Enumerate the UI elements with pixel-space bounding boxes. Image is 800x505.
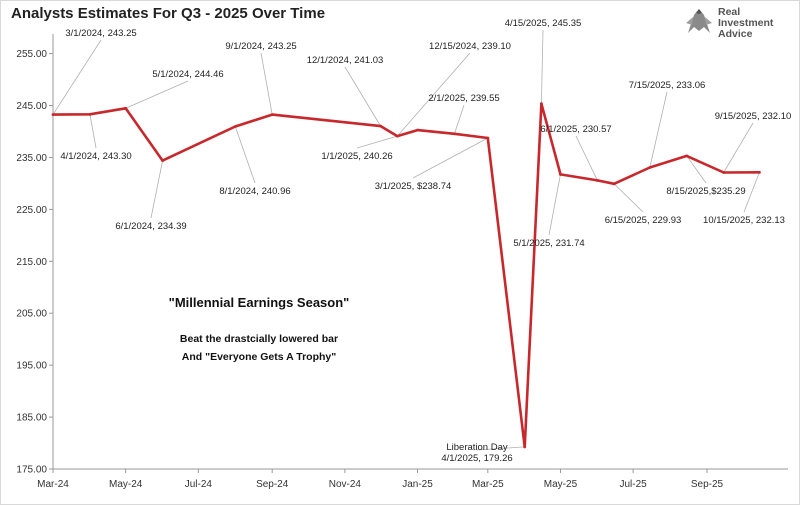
data-label: 6/15/2025, 229.93 (605, 215, 682, 226)
y-tick-label: 235.00 (16, 153, 47, 164)
brand-name: Real Investment Advice (718, 7, 773, 40)
data-labels: 3/1/2024, 243.25 4/1/2024, 243.30 5/1/2024… (60, 18, 791, 464)
annotation-headline: "Millennial Earnings Season" (169, 295, 350, 310)
label-connector (541, 29, 544, 104)
label-connector (454, 104, 465, 134)
data-point (685, 154, 689, 158)
y-tick-label: 205.00 (16, 309, 47, 320)
y-tick-label: 175.00 (16, 465, 47, 476)
data-point (540, 102, 543, 106)
y-axis: 175.00 185.00 195.00 205.00 215.00 225.00 235.… (16, 34, 54, 476)
data-label: 1/1/2025, 240.26 (321, 151, 392, 162)
data-label: 5/1/2024, 244.46 (152, 69, 223, 80)
data-label: 12/1/2024, 241.03 (307, 55, 384, 66)
data-point (523, 445, 527, 449)
data-point (379, 124, 382, 128)
x-tick-label: May-25 (544, 479, 578, 490)
label-connector (234, 126, 256, 184)
brand-name-line: Investment (718, 17, 774, 29)
label-connector (476, 446, 525, 451)
label-connector (89, 114, 97, 149)
series-line (51, 102, 761, 449)
x-axis: Mar-24 May-24 Jul-24 Sep-24 Nov-24 Jan-25 Mar-… (37, 468, 788, 490)
data-point (88, 112, 92, 116)
data-point (395, 134, 399, 138)
data-point (648, 166, 652, 169)
label-connector (548, 174, 561, 236)
label-connector (723, 122, 754, 173)
annotations: Liberation Day "Millennial Earnings Seaso… (169, 295, 508, 453)
label-connector (743, 172, 760, 213)
y-tick-label: 195.00 (16, 361, 47, 372)
brand-logo: Real Investment Advice (684, 5, 796, 41)
data-label: 12/15/2024, 239.10 (429, 41, 511, 52)
y-tick-label: 245.00 (16, 101, 47, 112)
data-point (486, 136, 490, 140)
x-tick-label: Jan-25 (402, 479, 433, 490)
label-connector (344, 66, 381, 127)
annotation-line: Beat the drastcially lowered bar (180, 333, 338, 345)
y-tick-label: 225.00 (16, 205, 47, 216)
label-connector (396, 52, 471, 137)
data-point (270, 113, 274, 116)
x-tick-label: Jul-25 (620, 479, 648, 490)
data-point (559, 172, 562, 176)
data-point (758, 170, 761, 174)
x-tick-label: Sep-25 (691, 479, 724, 490)
data-point (233, 125, 237, 128)
x-tick-label: May-24 (109, 479, 143, 490)
label-connector (686, 155, 707, 184)
data-label: 9/15/2025, 232.10 (715, 111, 792, 122)
data-point (124, 106, 128, 110)
x-tick-label: Sep-24 (256, 479, 289, 490)
annotation-line: And "Everyone Gets A Trophy" (182, 351, 336, 363)
y-tick-label: 185.00 (16, 413, 47, 424)
eagle-logo-icon (686, 9, 712, 33)
data-point (161, 159, 164, 163)
brand-name-line: Advice (718, 28, 753, 40)
data-label: 8/15/2025,$235.29 (666, 186, 745, 197)
liberation-day-label: Liberation Day (446, 442, 508, 453)
series-polyline (52, 102, 760, 449)
x-tick-label: Mar-24 (37, 479, 69, 490)
label-connectors (52, 29, 760, 451)
label-connector (412, 137, 488, 179)
x-tick-label: Nov-24 (329, 479, 362, 490)
data-label: 8/1/2024, 240.96 (219, 186, 290, 197)
data-point (416, 128, 419, 132)
x-tick-label: Mar-25 (472, 479, 504, 490)
x-tick-label: Jul-24 (185, 479, 213, 490)
label-connector (150, 160, 163, 219)
data-point (453, 132, 456, 136)
data-point (596, 179, 599, 182)
data-label: 3/1/2025, $238.74 (375, 181, 452, 192)
data-label: 10/15/2025, 232.13 (703, 215, 785, 226)
data-label: 4/1/2024, 243.30 (60, 151, 131, 162)
data-label: 7/15/2025, 233.06 (629, 80, 706, 91)
chart-title: Analysts Estimates For Q3 - 2025 Over Ti… (11, 5, 326, 22)
data-label: 4/15/2025, 245.35 (505, 18, 582, 29)
y-tick-label: 215.00 (16, 257, 47, 268)
label-connector (125, 80, 189, 109)
label-connector (575, 135, 598, 181)
data-label: 5/1/2025, 231.74 (513, 238, 584, 249)
data-point (722, 171, 726, 174)
brand-name-line: Real (718, 6, 741, 18)
data-label: 4/1/2025, 179.26 (441, 453, 512, 464)
data-label: 9/1/2024, 243.25 (225, 41, 296, 52)
label-connector (613, 183, 644, 213)
data-point (612, 182, 616, 186)
data-label: 6/1/2024, 234.39 (115, 221, 186, 232)
data-label: 2/1/2025, 239.55 (428, 93, 499, 104)
label-connector (649, 91, 668, 168)
data-point (51, 113, 55, 116)
data-label: 6/1/2025, 230.57 (540, 124, 611, 135)
label-connector (52, 39, 102, 115)
data-label: 3/1/2024, 243.25 (65, 28, 136, 39)
label-connector (260, 52, 273, 115)
y-tick-label: 255.00 (16, 49, 47, 60)
